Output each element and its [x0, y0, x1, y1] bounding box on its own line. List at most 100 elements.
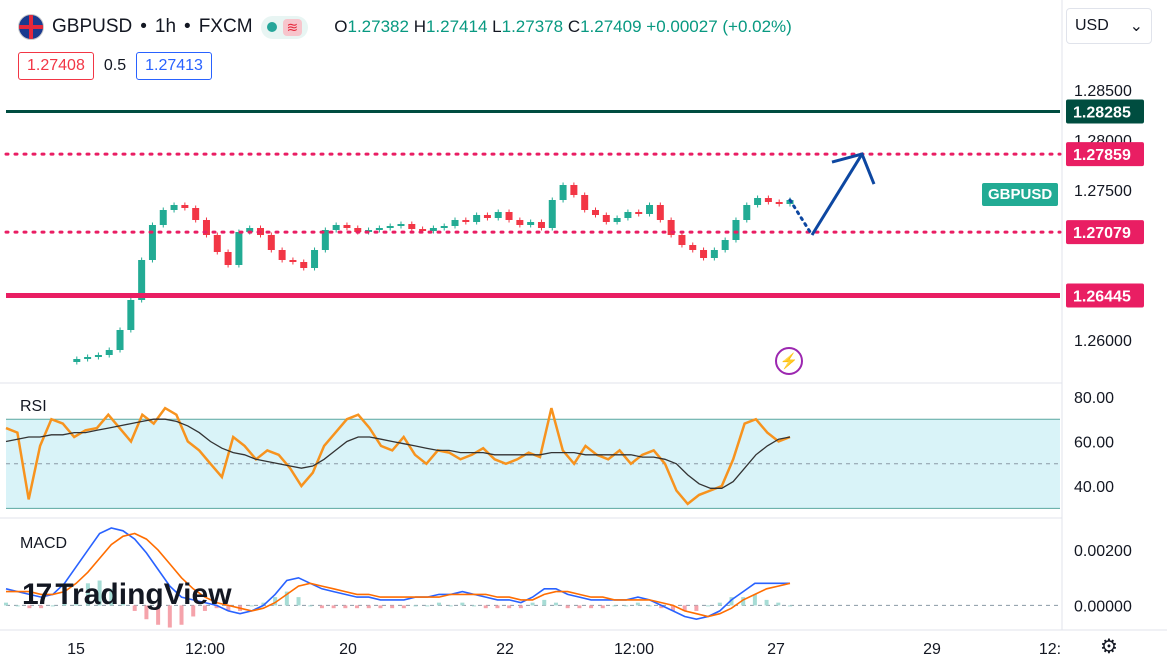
price-tick-label: 1.27500	[1074, 183, 1132, 200]
price-tick-label: 1.26000	[1074, 333, 1132, 350]
settings-gear-icon[interactable]: ⚙	[1100, 636, 1118, 658]
price-tick-label: 1.28500	[1074, 83, 1132, 100]
candle-body	[754, 198, 762, 205]
candle-body	[397, 224, 405, 226]
candle-body	[202, 220, 210, 235]
macd-histogram-bar	[752, 594, 757, 606]
macd-histogram-bar	[612, 605, 617, 607]
lightning-icon[interactable]: ⚡	[775, 347, 803, 375]
macd-histogram-bar	[15, 605, 20, 607]
candle-body	[537, 222, 545, 228]
candle-body	[419, 229, 427, 231]
macd-histogram-bar	[319, 605, 324, 609]
macd-histogram-bar	[483, 605, 488, 609]
candle-body	[516, 220, 524, 225]
macd-histogram-bar	[74, 588, 79, 606]
data-source: FXCM	[198, 16, 253, 37]
macd-histogram-bar	[542, 599, 547, 606]
macd-line	[5, 527, 790, 621]
candle-body	[494, 212, 502, 218]
symbol-header[interactable]: GBPUSD • 1h • FXCM ≋ O1.27382 H1.27414 L…	[18, 12, 792, 42]
macd-histogram-bar	[62, 597, 67, 606]
macd-histogram-bar	[366, 605, 371, 609]
rsi-band	[6, 419, 1060, 509]
macd-histogram-bar	[600, 605, 605, 609]
time-tick-label: 12:00	[185, 641, 225, 658]
macd-histogram-bar	[261, 602, 266, 606]
price-level-tag	[1066, 220, 1144, 245]
price-level-label: 1.26445	[1073, 289, 1131, 306]
interval[interactable]: 1h	[154, 16, 177, 37]
macd-histogram-bar	[647, 605, 652, 607]
symbol-name[interactable]: GBPUSD	[52, 16, 133, 37]
candle-body	[170, 205, 178, 210]
macd-histogram-bar	[390, 605, 395, 609]
macd-histogram-bar	[401, 605, 406, 609]
candle-body	[246, 228, 254, 232]
macd-histogram-bar	[495, 605, 500, 609]
macd-histogram-bar	[460, 602, 465, 606]
market-status-pill[interactable]: ≋	[260, 15, 309, 39]
candle-body	[570, 185, 578, 195]
macd-histogram-bar	[27, 605, 32, 609]
candle-body	[483, 215, 491, 218]
macd-histogram-bar	[706, 605, 711, 607]
macd-histogram-bar	[565, 605, 570, 609]
time-tick-label: 22	[496, 641, 514, 658]
macd-histogram-bar	[378, 605, 383, 609]
macd-histogram-bar	[448, 605, 453, 607]
macd-histogram-bar	[284, 591, 289, 606]
sell-button[interactable]: 1.27408	[18, 52, 94, 80]
macd-histogram-bar	[507, 605, 512, 609]
macd-histogram-bar	[788, 605, 792, 607]
currency-select[interactable]: USD ⌄	[1066, 8, 1152, 44]
macd-histogram-bar	[682, 605, 687, 611]
macd-label[interactable]: MACD	[20, 535, 68, 552]
macd-histogram-bar	[97, 580, 102, 606]
buy-button[interactable]: 1.27413	[136, 52, 212, 80]
macd-histogram-bar	[50, 605, 55, 607]
separator: •	[184, 16, 191, 37]
tv-mark-icon: 17	[22, 578, 52, 611]
macd-histogram-bar	[273, 597, 278, 606]
projection-arrow-line	[810, 153, 864, 236]
price-level-tag	[1066, 283, 1144, 308]
macd-histogram-bar	[85, 583, 90, 606]
candle-body	[613, 218, 621, 222]
candle-body	[138, 260, 146, 300]
macd-histogram-bar	[624, 605, 629, 607]
rsi-tick-label: 40.00	[1074, 479, 1114, 496]
macd-histogram-bar	[717, 602, 722, 606]
trade-panel: 1.27408 0.5 1.27413	[18, 52, 212, 80]
rsi-line	[5, 406, 791, 506]
candle-body	[192, 208, 200, 220]
candle-body	[73, 359, 81, 362]
candle-body	[159, 210, 167, 225]
candle-body	[451, 220, 459, 226]
macd-histogram-bar	[343, 605, 348, 609]
macd-histogram-bar	[776, 602, 781, 606]
candle-body	[646, 205, 654, 214]
macd-histogram-bar	[518, 605, 523, 609]
candle-body	[84, 357, 92, 359]
macd-histogram-bar	[729, 597, 734, 606]
macd-histogram-bar	[156, 605, 161, 625]
candle-body	[116, 330, 124, 350]
candle-body	[94, 355, 102, 357]
candle-body	[148, 225, 156, 260]
candle-body	[300, 262, 308, 268]
macd-histogram-bar	[635, 602, 640, 606]
macd-histogram-bar	[109, 588, 114, 606]
macd-histogram-bar	[436, 602, 441, 606]
rsi-tick-label: 80.00	[1074, 390, 1114, 407]
candle-body	[775, 202, 783, 204]
candle-body	[289, 260, 297, 262]
candle-body	[602, 215, 610, 222]
rsi-label[interactable]: RSI	[20, 398, 47, 415]
candle-body	[224, 252, 232, 265]
time-tick-label: 15	[67, 641, 85, 658]
spread-value: 0.5	[103, 57, 127, 74]
macd-histogram-bar	[249, 605, 254, 607]
waves-icon: ≋	[282, 18, 303, 36]
